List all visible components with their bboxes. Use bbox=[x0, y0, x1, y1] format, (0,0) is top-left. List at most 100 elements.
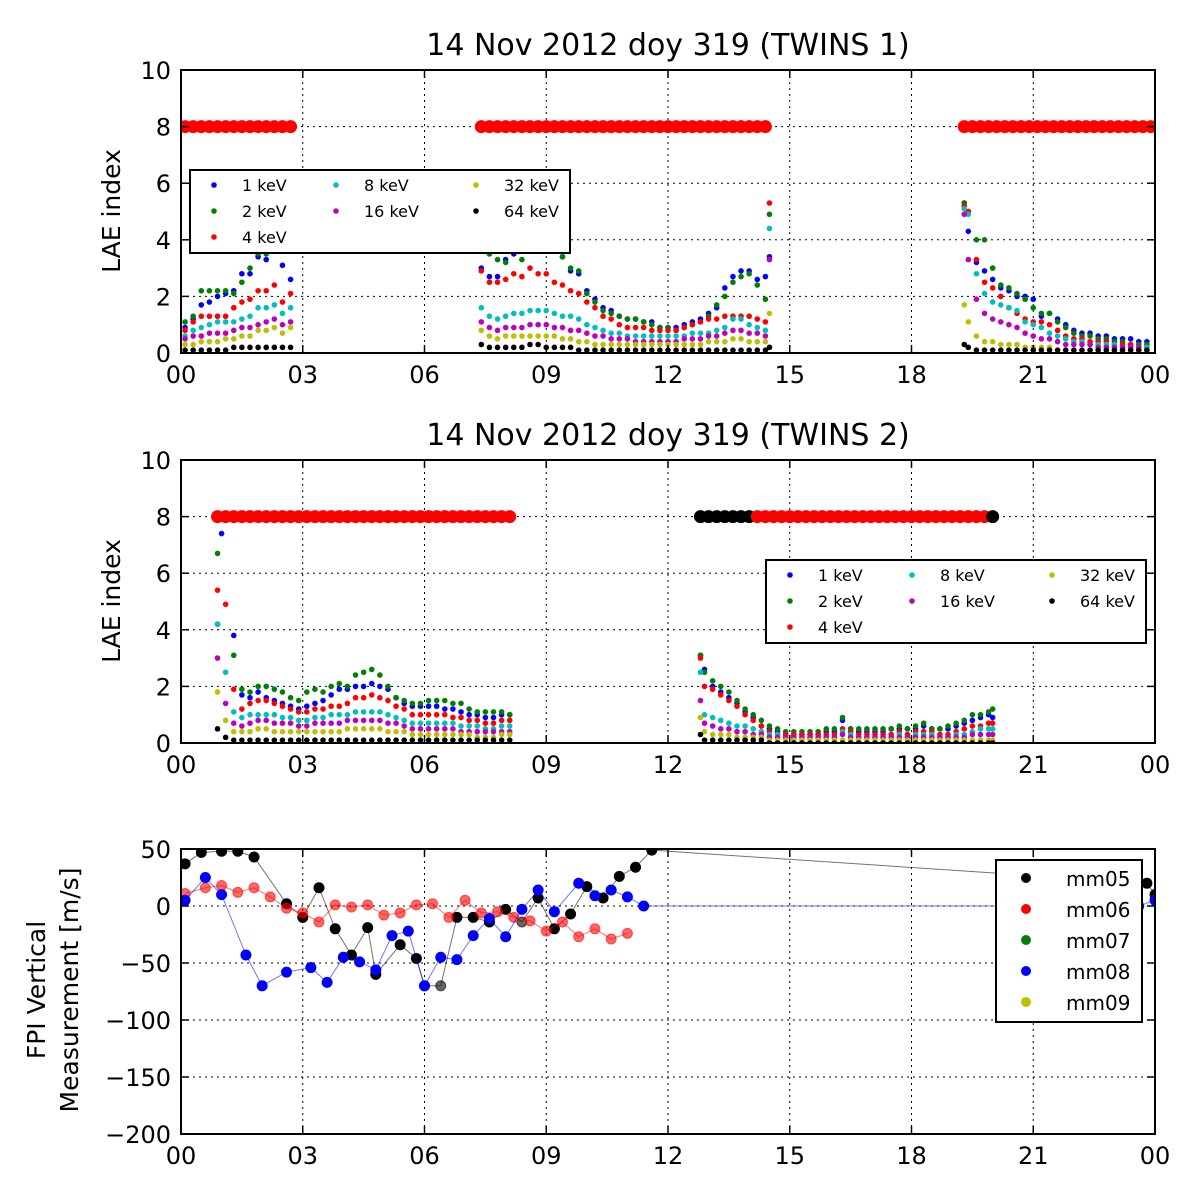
twins1-point-4-kev bbox=[689, 321, 696, 328]
twins1-point-32-kev bbox=[648, 341, 655, 348]
twins1-point-32-kev bbox=[1014, 341, 1020, 348]
twins1-point-8-kev bbox=[222, 319, 229, 325]
twins2-point-8-kev bbox=[255, 711, 261, 718]
twins2-x-tick-label: 00 bbox=[1140, 751, 1171, 779]
twins1-point-32-kev bbox=[519, 333, 525, 339]
twins1-point-1-kev bbox=[287, 276, 294, 283]
twins1-legend-marker bbox=[473, 182, 479, 188]
twins2-point-32-kev bbox=[344, 726, 351, 732]
twins1-point-64-kev bbox=[1014, 347, 1020, 353]
twins1-point-16-kev bbox=[722, 330, 728, 336]
twins2-legend: 1 keV 2 keV 4 keV 8 keV 16 keV 32 keV 64 keV bbox=[765, 559, 1147, 644]
twins1-point-1-kev bbox=[722, 285, 728, 291]
twins1-point-64-kev bbox=[624, 347, 631, 353]
twins2-point-64-kev bbox=[287, 737, 294, 743]
twins2-point-8-kev bbox=[425, 720, 432, 726]
twins2-series-64-kev bbox=[214, 726, 996, 743]
fpi-point-mm05 bbox=[1141, 877, 1153, 889]
twins1-point-8-kev bbox=[543, 307, 550, 314]
twins1-point-32-kev bbox=[989, 338, 996, 345]
twins2-point-32-kev bbox=[336, 728, 343, 735]
twins1-point-2-kev bbox=[722, 293, 728, 300]
twins2-point-2-kev bbox=[377, 672, 383, 678]
twins2-legend-marker bbox=[909, 598, 915, 604]
fpi-legend-entry-mm07: mm07 bbox=[1021, 929, 1130, 953]
twins2-point-16-kev bbox=[701, 720, 708, 726]
twins1-point-32-kev bbox=[190, 341, 196, 348]
twins1-point-4-kev bbox=[206, 313, 213, 320]
twins1-point-4-kev bbox=[271, 282, 278, 288]
twins2-point-4-kev bbox=[506, 717, 513, 724]
twins1-point-32-kev bbox=[738, 336, 744, 342]
twins1-point-32-kev bbox=[575, 338, 582, 345]
fpi-x-tick-label: 18 bbox=[896, 1142, 927, 1170]
twins1-point-32-kev bbox=[766, 310, 773, 317]
fpi-point-mm05 bbox=[216, 849, 228, 857]
twins1-point-32-kev bbox=[697, 341, 704, 348]
fpi-x-tick-label: 21 bbox=[1018, 1142, 1049, 1170]
twins2-point-32-kev bbox=[506, 731, 513, 738]
fpi-point-mm08 bbox=[370, 964, 382, 976]
twins2-point-16-kev bbox=[320, 720, 326, 726]
twins2-point-2-kev bbox=[774, 726, 781, 732]
twins1-point-16-kev bbox=[592, 333, 598, 339]
twins1-point-32-kev bbox=[486, 333, 493, 339]
twins2-point-2-kev bbox=[287, 694, 294, 701]
twins2-point-16-kev bbox=[360, 717, 367, 724]
twins2-point-8-kev bbox=[385, 711, 391, 718]
twins1-point-32-kev bbox=[510, 333, 517, 339]
twins1-point-4-kev bbox=[766, 200, 773, 206]
twins2-point-64-kev bbox=[360, 737, 367, 743]
twins1-point-64-kev bbox=[559, 344, 566, 351]
twins1-point-32-kev bbox=[965, 319, 972, 325]
fpi-point-mm08 bbox=[419, 980, 430, 992]
twins2-point-2-kev bbox=[295, 697, 302, 704]
twins2-point-16-kev bbox=[287, 720, 294, 726]
fpi-point-mm08 bbox=[354, 956, 366, 968]
twins2-point-16-kev bbox=[344, 717, 351, 724]
twins1-coverage-row bbox=[181, 120, 298, 134]
twins2-point-8-kev bbox=[304, 717, 310, 724]
twins1-point-1-kev bbox=[1127, 336, 1134, 342]
twins2-point-2-kev bbox=[417, 700, 424, 707]
twins2-point-16-kev bbox=[425, 726, 432, 732]
twins1-x-tick-label: 03 bbox=[287, 361, 318, 389]
twins1-point-4-kev bbox=[535, 270, 541, 277]
twins1-point-64-kev bbox=[730, 347, 736, 353]
twins2-title: 14 Nov 2012 doy 319 (TWINS 2) bbox=[426, 418, 910, 453]
twins1-series-64-kev bbox=[182, 341, 1150, 353]
twins2-y-tick-label: 8 bbox=[156, 504, 171, 532]
twins2-point-64-kev bbox=[697, 731, 704, 738]
twins1-point-64-kev bbox=[1127, 347, 1134, 353]
twins1-point-4-kev bbox=[665, 327, 671, 334]
twins2-point-32-kev bbox=[377, 726, 383, 732]
twins2-point-8-kev bbox=[441, 720, 448, 726]
twins1-point-16-kev bbox=[746, 330, 752, 336]
twins1-point-16-kev bbox=[624, 336, 631, 342]
twins2-point-4-kev bbox=[985, 720, 992, 726]
twins1-point-32-kev bbox=[624, 341, 631, 348]
twins2-point-2-kev bbox=[945, 723, 951, 729]
twins1-point-4-kev bbox=[673, 327, 679, 334]
twins1-point-64-kev bbox=[673, 347, 679, 353]
twins1-point-8-kev bbox=[973, 270, 980, 277]
twins1-point-2-kev bbox=[1046, 310, 1053, 317]
twins1-point-2-kev bbox=[559, 253, 566, 260]
twins1-point-2-kev bbox=[584, 290, 590, 297]
twins1-point-4-kev bbox=[592, 304, 598, 311]
twins2-point-64-kev bbox=[709, 737, 716, 743]
twins2-point-64-kev bbox=[271, 737, 278, 743]
twins2-point-8-kev bbox=[377, 709, 383, 715]
twins1-point-4-kev bbox=[519, 273, 525, 280]
twins1-point-1-kev bbox=[730, 273, 736, 280]
twins1-point-2-kev bbox=[206, 287, 213, 294]
fpi-legend-label: mm06 bbox=[1066, 898, 1130, 922]
twins2-point-16-kev bbox=[409, 726, 416, 732]
twins2-point-2-kev bbox=[709, 677, 716, 684]
fpi-point-mm08 bbox=[467, 930, 479, 942]
twins1-point-8-kev bbox=[255, 304, 261, 311]
twins1-point-8-kev bbox=[1054, 333, 1061, 339]
twins1-point-8-kev bbox=[997, 302, 1004, 308]
twins1-point-64-kev bbox=[1119, 347, 1126, 353]
fpi-point-mm06 bbox=[248, 882, 260, 894]
